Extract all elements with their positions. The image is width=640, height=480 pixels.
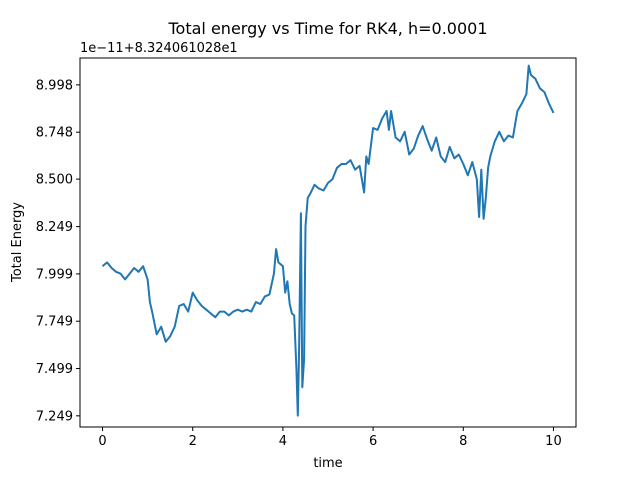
y-axis-label: Total Energy bbox=[10, 202, 25, 283]
x-tick-label: 8 bbox=[459, 434, 467, 449]
axes-frame bbox=[79, 57, 577, 428]
x-tick-label: 6 bbox=[369, 434, 377, 449]
y-tick-label: 7.999 bbox=[36, 267, 73, 282]
y-tick-label: 8.748 bbox=[36, 126, 73, 141]
chart-title: Total energy vs Time for RK4, h=0.0001 bbox=[168, 19, 488, 38]
axis-offset-label: 1e−11+8.324061028e1 bbox=[80, 41, 238, 56]
x-tick-label: 10 bbox=[545, 434, 562, 449]
x-axis: 0 2 4 6 8 10 bbox=[98, 427, 562, 449]
x-tick-label: 4 bbox=[279, 434, 287, 449]
y-axis: 7.249 7.499 7.749 7.999 8.249 8.500 8.748 8.998 bbox=[36, 78, 80, 424]
y-tick-label: 7.749 bbox=[36, 315, 73, 330]
x-axis-label: time bbox=[313, 456, 342, 471]
y-tick-label: 8.998 bbox=[36, 78, 73, 93]
y-tick-label: 8.249 bbox=[36, 220, 73, 235]
x-tick-label: 2 bbox=[189, 434, 197, 449]
x-tick-label: 0 bbox=[98, 434, 106, 449]
energy-series-line bbox=[101, 64, 555, 417]
y-tick-label: 8.500 bbox=[36, 173, 73, 188]
y-tick-label: 7.499 bbox=[36, 362, 73, 377]
plot-area bbox=[101, 64, 555, 417]
y-tick-label: 7.249 bbox=[36, 409, 73, 424]
